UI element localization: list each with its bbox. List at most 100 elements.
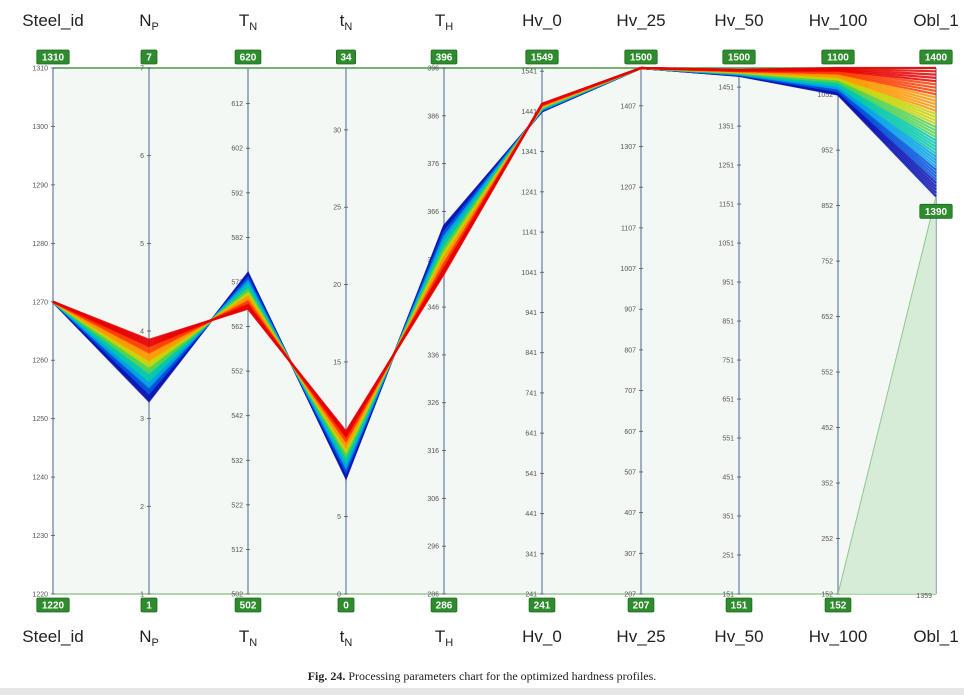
- axis-min-hv-50-label: 151: [731, 601, 748, 612]
- tick-label: 7: [140, 66, 144, 73]
- tick-label: 5: [337, 514, 341, 521]
- tick-label: 602: [231, 146, 243, 153]
- tick-label: 852: [821, 203, 833, 210]
- tick-label: 1: [140, 592, 144, 599]
- tick-label: 316: [427, 448, 439, 455]
- tick-label: 30: [333, 127, 341, 134]
- tick-label: 607: [624, 429, 636, 436]
- tick-label: 1270: [32, 299, 48, 306]
- axis-min-steel-id-label: 1220: [42, 601, 65, 612]
- axis-name-hv-100-top: Hv_100: [809, 11, 868, 30]
- tick-label: 707: [624, 388, 636, 395]
- tick-label: 2: [140, 504, 144, 511]
- axis-name-n-p-top: NP: [139, 11, 159, 33]
- tick-label: 336: [427, 352, 439, 359]
- tick-label: 15: [333, 359, 341, 366]
- axis-name-hv-50-top: Hv_50: [714, 11, 763, 30]
- tick-label: 20: [333, 282, 341, 289]
- parallel-coordinates-chart: Steel_id NP TN tN TH Hv_0 Hv_25 Hv_50 Hv_100 Obl_…: [22, 11, 958, 649]
- axis-name-main: N: [139, 627, 151, 646]
- tick-label: 1107: [621, 225, 636, 232]
- axis-name-t-n-bottom: tN: [340, 627, 353, 649]
- axis-name-t-h-top: TH: [435, 11, 453, 33]
- axis-name-hv-25-top: Hv_25: [616, 11, 665, 30]
- axis-name-main: Hv_50: [714, 627, 763, 646]
- axis-name-main: Steel_id: [22, 11, 83, 30]
- tick-label: 286: [427, 592, 439, 599]
- tick-label: 542: [231, 413, 243, 420]
- tick-label: 1351: [718, 124, 734, 131]
- tick-label: 1240: [32, 475, 48, 482]
- page-footer-bar: [0, 688, 964, 695]
- tick-label: 541: [525, 471, 537, 478]
- axis-max-t-n-label: 34: [340, 53, 352, 64]
- tick-label: 1451: [718, 85, 734, 92]
- tick-label: 1207: [620, 185, 636, 192]
- tick-label: 152: [821, 592, 833, 599]
- tick-label: 5: [140, 241, 144, 248]
- axis-min-hv-50-box: [725, 597, 753, 613]
- figure-caption: Fig. 24. Processing parameters chart for…: [0, 669, 964, 684]
- axis-name-main: Obl_1: [913, 11, 958, 30]
- axis-min-hv-25-box: [627, 597, 655, 613]
- axis-name-subscript: N: [344, 21, 352, 33]
- tick-label: 252: [821, 536, 833, 543]
- axis-name-hv-50-bottom: Hv_50: [714, 627, 763, 646]
- axis-range-boxes: 1310122071620502340396286154924115002071…: [36, 49, 953, 613]
- axis-max-hv-100-label: 1100: [827, 53, 849, 64]
- axis-name-main: Hv_100: [809, 627, 868, 646]
- tick-label: 612: [231, 101, 243, 108]
- axis-min-hv-0-box: [528, 597, 556, 613]
- tick-label: 341: [525, 551, 537, 558]
- tick-label: 1300: [32, 124, 48, 131]
- tick-label: 552: [231, 369, 243, 376]
- tick-label: 562: [231, 324, 243, 331]
- axis-name-hv-0-top: Hv_0: [522, 11, 562, 30]
- axis-max-hv-0-label: 1549: [531, 53, 554, 64]
- axis-name-main: Hv_50: [714, 11, 763, 30]
- axis-lines: [52, 68, 937, 594]
- axis-name-main: Hv_0: [522, 627, 562, 646]
- axis-name-main: Obl_1: [913, 627, 958, 646]
- tick-label: 1341: [521, 149, 537, 156]
- tick-label: 551: [722, 436, 734, 443]
- axis-max-t-n-label: 620: [240, 53, 257, 64]
- axis-name-main: Hv_0: [522, 11, 562, 30]
- axis-name-t-n-top: TN: [239, 11, 257, 33]
- caption-text: Processing parameters chart for the opti…: [348, 669, 657, 683]
- tick-label: 296: [427, 544, 439, 551]
- tick-label: 4: [140, 329, 144, 336]
- tick-label: 1052: [817, 92, 833, 99]
- axis-min-t-h-box: [430, 597, 458, 613]
- tick-label: 1541: [521, 69, 537, 76]
- tick-label: 366: [427, 209, 439, 216]
- axis-name-t-n-bottom: TN: [239, 627, 257, 649]
- axis-ticks: 1310130012901280127012601250124012301220…: [32, 66, 840, 599]
- axis-name-main: T: [239, 627, 249, 646]
- axis-max-t-n-box: [335, 49, 356, 65]
- tick-label: 1290: [32, 182, 48, 189]
- axis-name-subscript: P: [151, 637, 158, 649]
- axis-min-t-n-box: [337, 597, 355, 613]
- tick-label: 1310: [32, 66, 48, 73]
- axis-max-obl-1-label: 1400: [925, 53, 948, 64]
- axis-name-subscript: N: [344, 637, 352, 649]
- obl-min-tick-label: 1359: [916, 593, 932, 600]
- axis-name-steel-id-bottom: Steel_id: [22, 627, 83, 646]
- tick-label: 386: [427, 113, 439, 120]
- tick-label: 1007: [620, 266, 636, 273]
- tick-label: 1307: [620, 144, 636, 151]
- tick-label: 652: [821, 314, 833, 321]
- axis-max-hv-50-label: 1500: [728, 53, 751, 64]
- tick-label: 552: [821, 370, 833, 377]
- tick-label: 1220: [32, 592, 48, 599]
- tick-label: 941: [525, 310, 537, 317]
- tick-label: 306: [427, 496, 439, 503]
- tick-label: 582: [231, 235, 243, 242]
- axis-name-subscript: N: [249, 637, 257, 649]
- tick-label: 807: [624, 347, 636, 354]
- axis-max-hv-100-box: [821, 49, 855, 65]
- axis-max-n-p-box: [140, 49, 158, 65]
- tick-label: 352: [821, 481, 833, 488]
- tick-label: 251: [722, 553, 734, 560]
